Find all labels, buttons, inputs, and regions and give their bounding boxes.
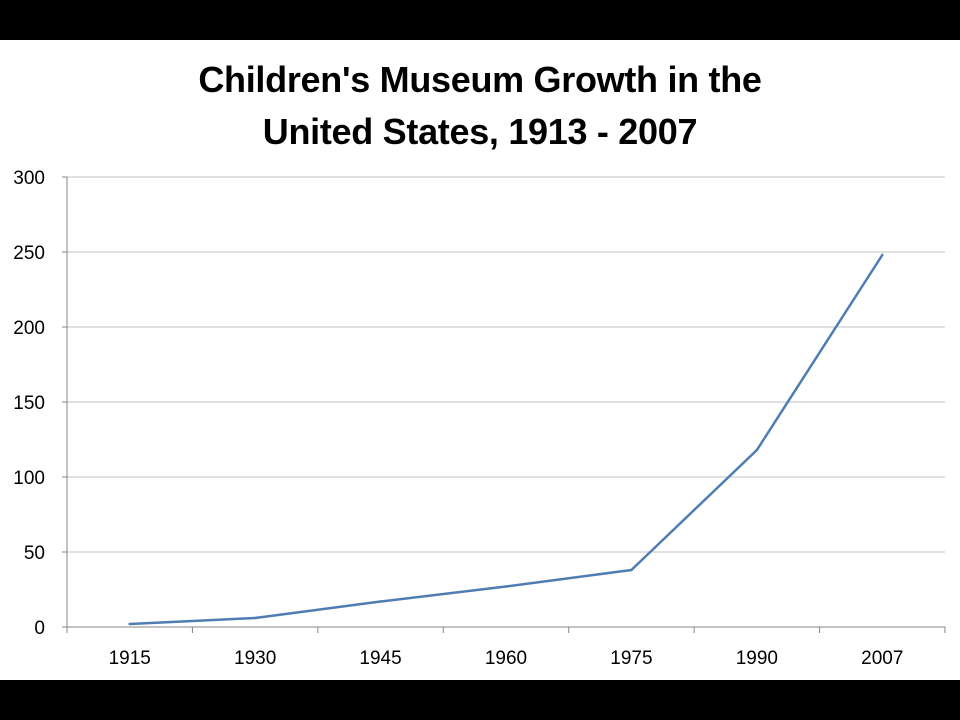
- data-point-1975: [630, 568, 633, 572]
- x-tick-label-1975: 1975: [610, 648, 652, 669]
- y-tick-label-50: 50: [24, 543, 45, 564]
- y-tick-label-250: 250: [13, 243, 45, 264]
- line-chart: 0 50 100 150 200 250 300 1915 1930 1945 1960 1975 19…: [13, 168, 946, 669]
- data-point-1915: [128, 622, 131, 626]
- data-point-1990: [755, 448, 759, 452]
- y-tick-label-0: 0: [34, 618, 45, 639]
- data-point-1945: [379, 600, 382, 603]
- data-point-2007: [881, 253, 884, 257]
- x-tick-label-1915: 1915: [109, 648, 151, 669]
- chart-title-line-2: United States, 1913 - 2007: [262, 111, 698, 152]
- y-tick-label-150: 150: [13, 393, 45, 414]
- chart-title: Children's Museum Growth in the United S…: [0, 54, 960, 158]
- chart-title-line-1: Children's Museum Growth in the: [198, 59, 762, 100]
- x-tick-label-2007: 2007: [861, 648, 903, 669]
- y-tick-label-300: 300: [13, 168, 45, 189]
- y-tick-label-200: 200: [13, 318, 45, 339]
- x-tick-label-1945: 1945: [359, 648, 401, 669]
- chart-slide: Children's Museum Growth in the United S…: [0, 40, 960, 680]
- x-tick-label-1960: 1960: [485, 648, 527, 669]
- x-tick-label-1990: 1990: [736, 648, 778, 669]
- x-tick-label-1930: 1930: [234, 648, 276, 669]
- data-point-1930: [253, 616, 257, 620]
- data-point-1960: [504, 585, 508, 588]
- y-tick-label-100: 100: [13, 468, 45, 489]
- series-line-0: [128, 253, 884, 626]
